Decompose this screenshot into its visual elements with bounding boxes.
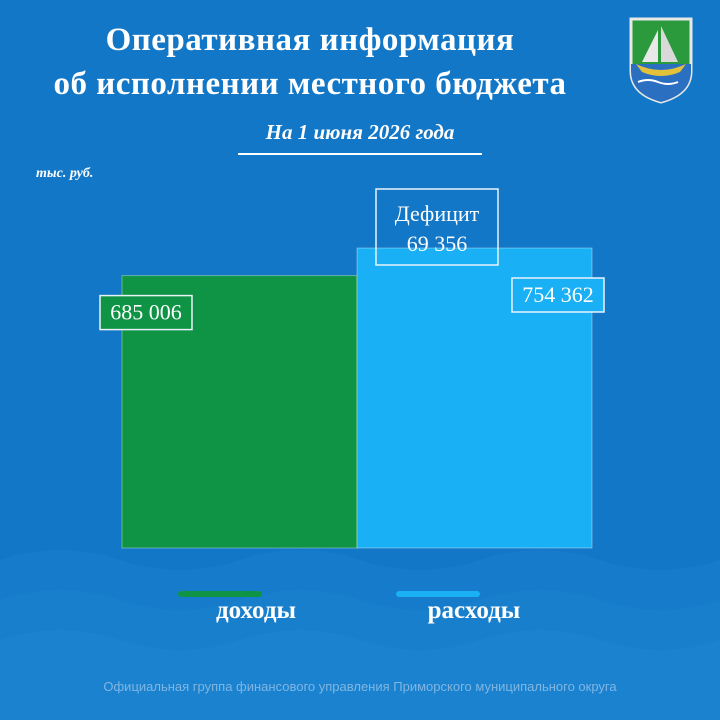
footer-caption: Официальная группа финансового управлени… — [103, 679, 617, 694]
value-label-1: 754 362 — [522, 282, 594, 307]
value-label-0: 685 006 — [110, 300, 182, 325]
unit-label: тыс. руб. — [36, 166, 94, 181]
deficit-label: Дефицит — [395, 201, 480, 226]
deficit-value: 69 356 — [407, 231, 468, 256]
deficit-box — [375, 188, 499, 266]
legend-label-1: расходы — [428, 597, 521, 624]
page-title: Оперативная информация об исполнении мес… — [0, 18, 620, 106]
legend-swatch-1 — [396, 591, 480, 597]
title-line-1: Оперативная информация — [105, 22, 515, 58]
coat-of-arms-logo — [629, 17, 693, 104]
report-date: На 1 июня 2026 года — [265, 120, 455, 144]
legend-label-0: доходы — [216, 597, 296, 624]
value-label-box-0 — [99, 294, 193, 331]
value-label-box-1 — [511, 277, 605, 313]
date-underline — [238, 153, 482, 155]
title-line-2: об исполнении местного бюджета — [53, 66, 567, 102]
legend-swatch-0 — [178, 591, 262, 597]
